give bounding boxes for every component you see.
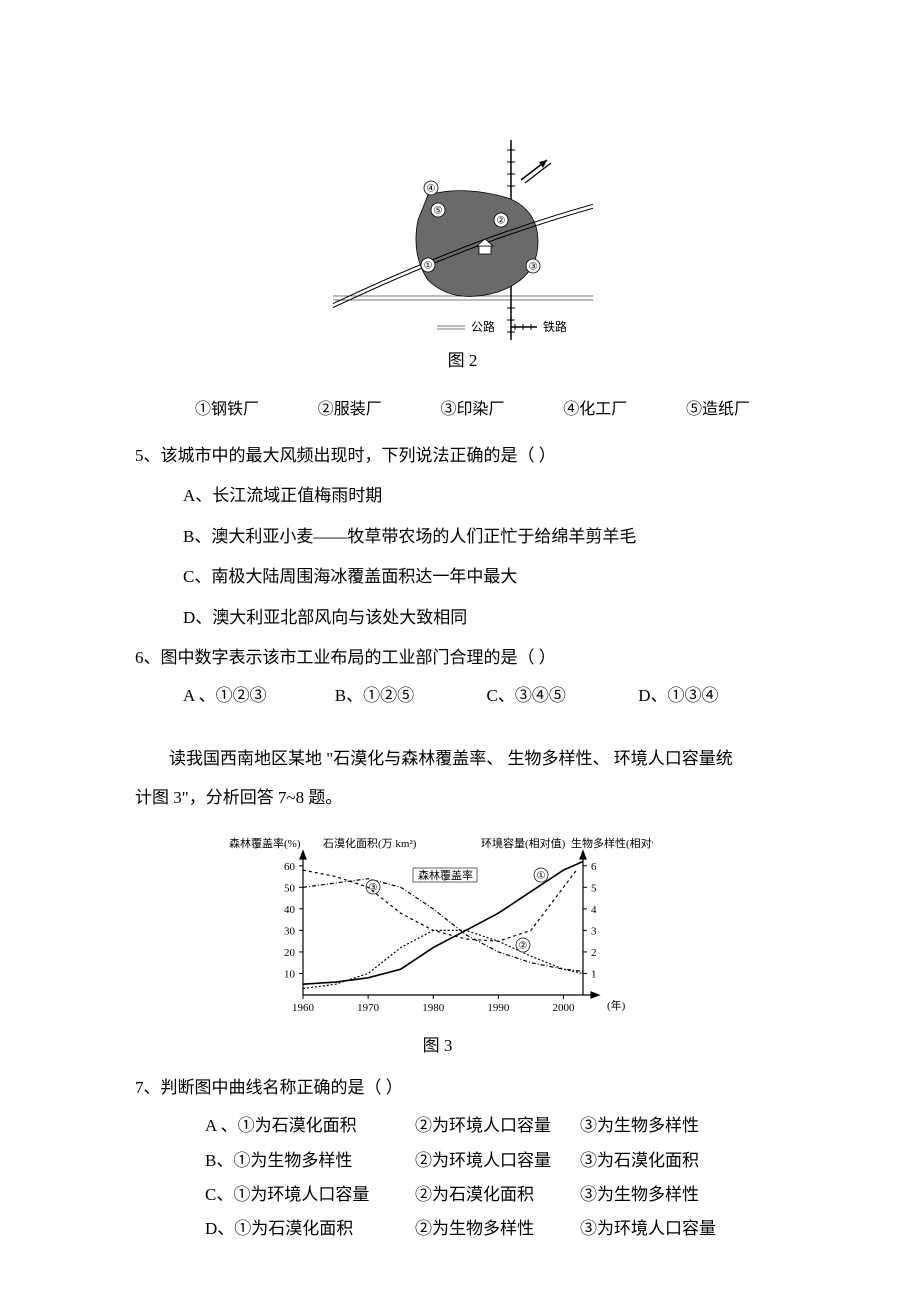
q7-row: A 、①为石漠化面积 ②为环境人口容量 ③为生物多样性 (205, 1110, 790, 1142)
q7-cell: C、①为环境人口容量 (205, 1179, 415, 1211)
q6-option-a: A 、①②③ (183, 680, 335, 712)
svg-text:1: 1 (591, 968, 597, 980)
svg-text:50: 50 (284, 882, 296, 894)
figure2-svg: ① ② ③ ④ ⑤ 公路 铁路 (333, 140, 593, 340)
passage-line2: 计图 3"，分析回答 7~8 题。 (135, 782, 790, 814)
q7-row: D、①为石漠化面积 ②为生物多样性 ③为环境人口容量 (205, 1213, 790, 1245)
figure3-svg: 森林覆盖率(%) 石漠化面积(万 km²) 环境容量(相对值) 生物多样性(相对… (223, 835, 653, 1025)
fig3-title-right2: 生物多样性(相对值) (571, 836, 653, 850)
q7-cell: ③为生物多样性 (580, 1110, 745, 1142)
fig3-x-unit: (年) (607, 998, 626, 1012)
svg-text:1970: 1970 (357, 1002, 380, 1014)
q5-option-c: C、南极大陆周围海冰覆盖面积达一年中最大 (135, 559, 790, 595)
q7-row: B、①为生物多样性 ②为环境人口容量 ③为石漠化面积 (205, 1145, 790, 1177)
svg-text:60: 60 (284, 860, 296, 872)
q5-option-d: D、澳大利亚北部风向与该处大致相同 (135, 600, 790, 636)
svg-text:2: 2 (591, 947, 597, 959)
fig3-x-ticks: 1960 1970 1980 1990 2000 (292, 995, 575, 1014)
q6-option-d: D、①③④ (638, 680, 790, 712)
fig3-title-right1: 环境容量(相对值) (481, 836, 566, 850)
figure2-caption: 图 2 (448, 345, 478, 377)
svg-text:2000: 2000 (552, 1002, 575, 1014)
figure3-container: 森林覆盖率(%) 石漠化面积(万 km²) 环境容量(相对值) 生物多样性(相对… (85, 835, 790, 1062)
svg-text:10: 10 (284, 968, 296, 980)
forest-label: 森林覆盖率 (418, 868, 473, 882)
svg-text:④: ④ (426, 184, 435, 195)
rail-legend-label: 铁路 (543, 319, 567, 334)
svg-text:②: ② (496, 216, 505, 227)
q7-cell: ③为石漠化面积 (580, 1145, 745, 1177)
q7-cell: ②为环境人口容量 (415, 1145, 580, 1177)
q7-cell: ②为环境人口容量 (415, 1110, 580, 1142)
factory-item: ④化工厂 (563, 395, 627, 425)
svg-text:30: 30 (284, 925, 296, 937)
q7-cell: ②为石漠化面积 (415, 1179, 580, 1211)
svg-text:②: ② (518, 940, 527, 951)
q7-cell: ③为生物多样性 (580, 1179, 745, 1211)
q7-stem: 7、判断图中曲线名称正确的是（ ） (135, 1072, 790, 1104)
svg-text:6: 6 (591, 860, 597, 872)
svg-text:1980: 1980 (422, 1002, 445, 1014)
svg-text:①: ① (423, 261, 432, 272)
q7-cell: ③为环境人口容量 (580, 1213, 745, 1245)
svg-text:1990: 1990 (487, 1002, 510, 1014)
q7-options: A 、①为石漠化面积 ②为环境人口容量 ③为生物多样性 B、①为生物多样性 ②为… (135, 1110, 790, 1245)
fig3-right-ticks: 1 2 3 4 5 6 (583, 860, 597, 980)
q5-stem: 5、该城市中的最大风频出现时，下列说法正确的是（ ） (135, 440, 790, 472)
svg-text:3: 3 (591, 925, 597, 937)
q7-cell: B、①为生物多样性 (205, 1145, 415, 1177)
svg-text:4: 4 (591, 903, 597, 915)
q7-cell: A 、①为石漠化面积 (205, 1110, 415, 1142)
fig3-left-ticks: 10 20 30 40 50 60 (284, 860, 303, 980)
svg-text:⑤: ⑤ (433, 206, 442, 217)
figure2-legend: 公路 铁路 (437, 319, 567, 334)
factory-item: ⑤造纸厂 (686, 395, 750, 425)
svg-text:40: 40 (284, 903, 296, 915)
factory-item: ②服装厂 (318, 395, 382, 425)
factory-legend-row: ①钢铁厂 ②服装厂 ③印染厂 ④化工厂 ⑤造纸厂 (135, 387, 790, 433)
q6-option-c: C、③④⑤ (487, 680, 639, 712)
q7-cell: D、①为石漠化面积 (205, 1213, 415, 1245)
wind-arrow-icon (521, 160, 551, 183)
svg-text:③: ③ (528, 262, 537, 273)
q7-cell: ②为生物多样性 (415, 1213, 580, 1245)
factory-item: ①钢铁厂 (195, 395, 259, 425)
q5-option-b: B、澳大利亚小麦——牧草带农场的人们正忙于给绵羊剪羊毛 (135, 519, 790, 555)
q6-options: A 、①②③ B、①②⑤ C、③④⑤ D、①③④ (135, 680, 790, 712)
figure3-caption: 图 3 (423, 1030, 453, 1062)
svg-text:①: ① (536, 870, 545, 881)
q6-stem: 6、图中数字表示该市工业布局的工业部门合理的是（ ） (135, 642, 790, 674)
road-legend-label: 公路 (471, 319, 495, 334)
svg-text:5: 5 (591, 882, 597, 894)
figure2-container: ① ② ③ ④ ⑤ 公路 铁路 图 2 (135, 140, 790, 377)
fig3-title-left2: 石漠化面积(万 km²) (323, 836, 417, 850)
fig3-title-left1: 森林覆盖率(%) (229, 836, 301, 850)
factory-item: ③印染厂 (440, 395, 504, 425)
svg-text:20: 20 (284, 947, 296, 959)
passage-line1: 读我国西南地区某地 "石漠化与森林覆盖率、 生物多样性、 环境人口容量统 (135, 742, 790, 776)
svg-text:1960: 1960 (292, 1002, 315, 1014)
q7-row: C、①为环境人口容量 ②为石漠化面积 ③为生物多样性 (205, 1179, 790, 1211)
q6-option-b: B、①②⑤ (335, 680, 487, 712)
forest-label-box: 森林覆盖率 (413, 868, 477, 882)
q5-option-a: A、长江流域正值梅雨时期 (135, 478, 790, 514)
